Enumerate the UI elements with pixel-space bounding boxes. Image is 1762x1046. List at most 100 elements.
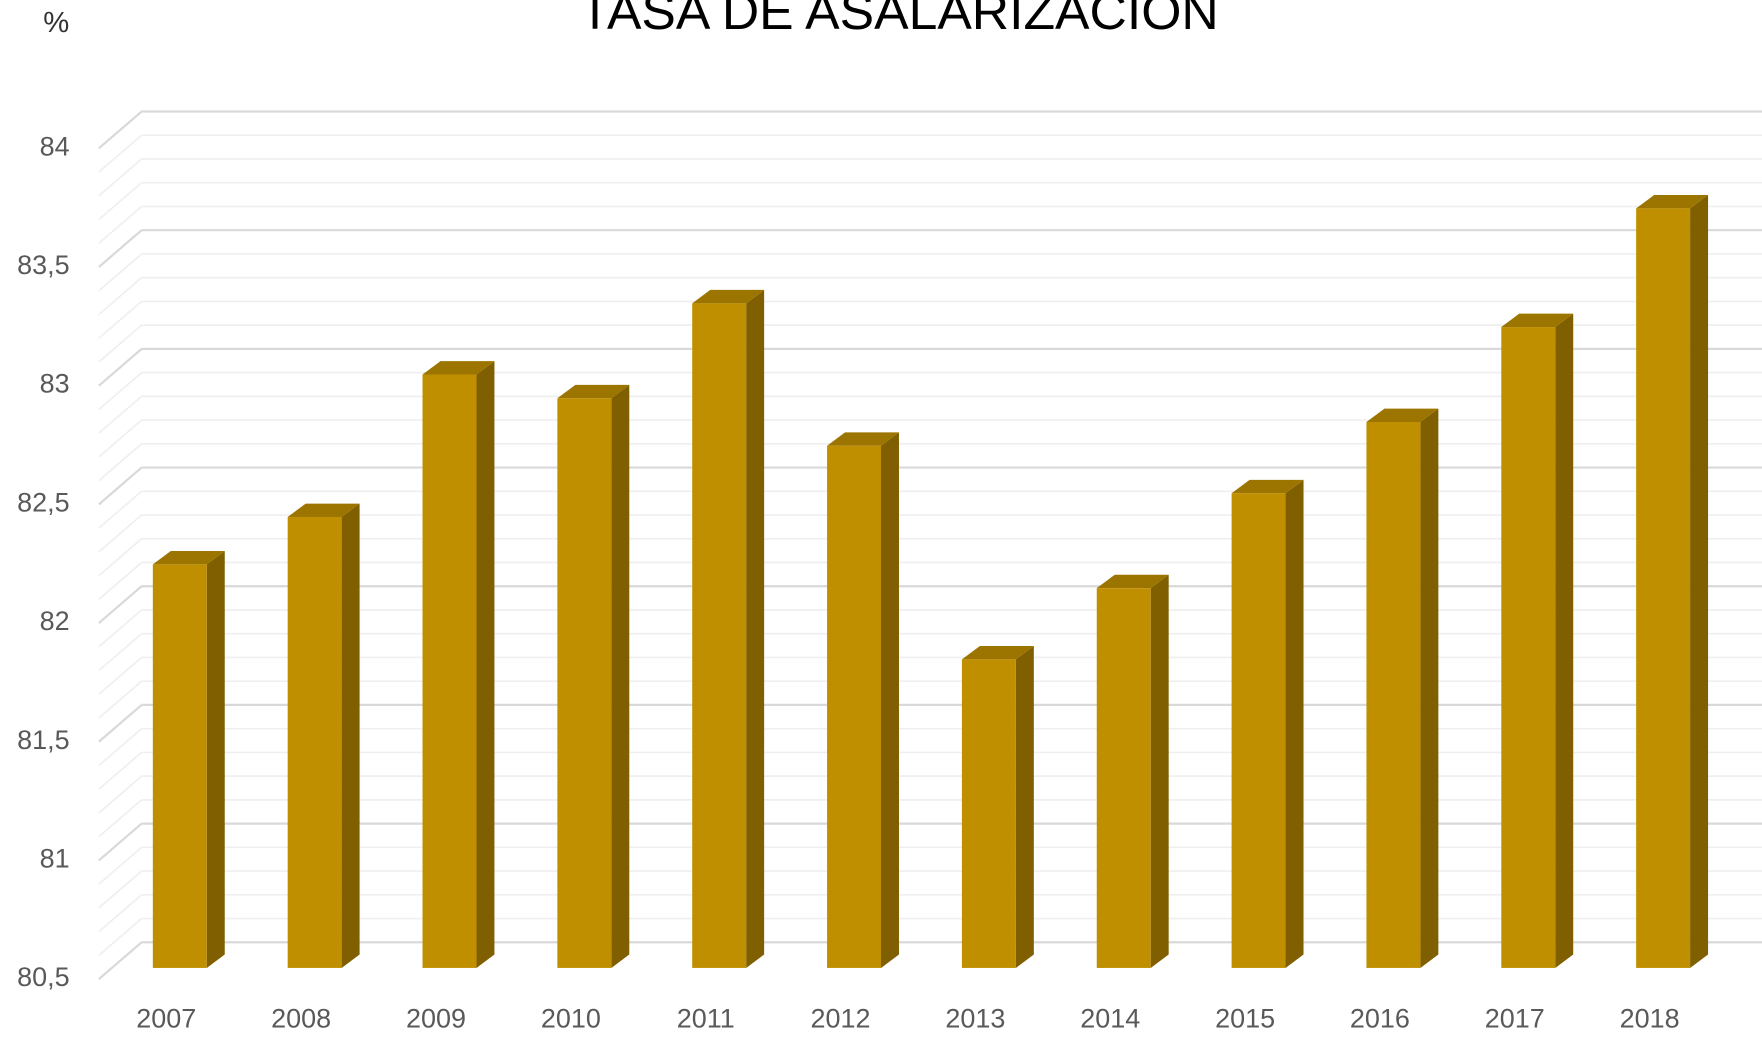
- minor-grid-line: [98, 443, 143, 482]
- bar: [1096, 588, 1151, 968]
- y-tick-label: 82,5: [17, 488, 69, 518]
- bar-group: [1366, 408, 1439, 968]
- minor-grid-line: [98, 894, 143, 933]
- y-tick-label: 83: [40, 369, 70, 399]
- minor-grid-line: [98, 561, 143, 600]
- bar: [152, 564, 207, 968]
- x-tick-label: 2012: [811, 1004, 871, 1034]
- bar-group: [152, 551, 225, 968]
- minor-grid-line: [98, 134, 143, 173]
- bar-group: [1636, 194, 1709, 968]
- bar: [961, 659, 1016, 968]
- bar-top: [692, 289, 765, 304]
- bar: [422, 374, 477, 968]
- grid-line-depth: [98, 466, 143, 506]
- minor-grid-line: [98, 917, 143, 956]
- bar-side: [611, 384, 630, 968]
- y-tick-label: 82: [40, 606, 70, 636]
- minor-grid-line: [98, 728, 143, 767]
- y-tick-label: 80,5: [17, 962, 69, 992]
- bar-top: [1096, 574, 1169, 589]
- bar-top: [422, 361, 495, 375]
- bar: [1366, 422, 1421, 968]
- bar-top: [152, 551, 225, 565]
- bar-group: [422, 361, 495, 968]
- bar-top: [557, 384, 630, 399]
- minor-grid-line: [98, 324, 143, 363]
- minor-grid-line: [98, 182, 143, 221]
- minor-grid-line: [98, 538, 143, 577]
- grid-line-depth: [98, 585, 143, 624]
- bar-side: [341, 503, 360, 968]
- bar-group: [1501, 313, 1574, 968]
- x-tick-label: 2013: [945, 1004, 1005, 1034]
- x-tick-label: 2007: [136, 1004, 196, 1034]
- minor-grid-line: [98, 799, 143, 838]
- grid-line-depth: [98, 229, 143, 268]
- y-tick-label: 83,5: [17, 250, 69, 280]
- bar-side: [746, 289, 765, 968]
- bar-top: [1231, 479, 1304, 494]
- bar-group: [692, 289, 765, 968]
- bar: [827, 445, 881, 968]
- bar-side: [1015, 645, 1034, 968]
- y-axis-label: %: [43, 7, 69, 39]
- minor-grid-line: [98, 656, 143, 695]
- bar-top: [961, 645, 1034, 660]
- minor-grid-line: [98, 633, 143, 672]
- bar-top: [827, 432, 899, 446]
- bar-side: [1285, 479, 1304, 968]
- bar-top: [1501, 313, 1574, 328]
- x-tick-label: 2014: [1080, 1004, 1140, 1034]
- minor-grid-line: [98, 514, 143, 553]
- bar-top: [1366, 408, 1439, 423]
- bar-side: [881, 432, 899, 968]
- x-tick-label: 2018: [1620, 1004, 1680, 1034]
- minor-grid-line: [98, 205, 143, 244]
- bar-group: [1231, 479, 1304, 968]
- x-tick-label: 2017: [1485, 1004, 1545, 1034]
- x-tick-label: 2011: [677, 1004, 735, 1034]
- bar-side: [1150, 574, 1169, 968]
- minor-grid-line: [98, 609, 143, 648]
- bar-group: [827, 432, 899, 968]
- minor-grid-line: [98, 751, 143, 790]
- bar-side: [1690, 194, 1709, 968]
- bar: [1501, 327, 1556, 968]
- bar-top: [1636, 194, 1709, 209]
- bar: [1636, 208, 1691, 968]
- minor-grid-line: [98, 680, 143, 719]
- x-tick-label: 2015: [1215, 1004, 1275, 1034]
- bar-side: [1555, 313, 1574, 968]
- x-tick-label: 2008: [271, 1004, 331, 1034]
- minor-grid-line: [98, 775, 143, 814]
- minor-grid-line: [98, 846, 143, 885]
- minor-grid-line: [98, 395, 143, 434]
- bar-side: [206, 551, 225, 968]
- bar: [287, 516, 342, 968]
- bar-side: [1420, 408, 1439, 968]
- grid-line-depth: [98, 348, 143, 387]
- bar: [1231, 493, 1286, 968]
- bar-group: [1096, 574, 1169, 968]
- bar-group: [557, 384, 630, 968]
- grid-line-depth: [98, 941, 143, 980]
- bar: [692, 303, 747, 968]
- minor-grid-line: [98, 870, 143, 909]
- minor-grid-line: [98, 277, 143, 316]
- y-tick-label: 81,5: [17, 725, 69, 755]
- bar-top: [287, 503, 360, 517]
- minor-grid-line: [98, 158, 143, 197]
- y-tick-label: 84: [40, 131, 70, 161]
- x-tick-label: 2009: [406, 1004, 466, 1034]
- x-tick-label: 2016: [1350, 1004, 1410, 1034]
- bar-group: [287, 503, 360, 968]
- minor-grid-line: [98, 490, 143, 529]
- bar-side: [476, 361, 495, 968]
- chart-title: TASA DE ASALARIZACIÓN: [579, 0, 1219, 40]
- minor-grid-line: [98, 253, 143, 292]
- minor-grid-line: [98, 371, 143, 411]
- x-tick-label: 2010: [541, 1004, 601, 1034]
- minor-grid-line: [98, 300, 143, 339]
